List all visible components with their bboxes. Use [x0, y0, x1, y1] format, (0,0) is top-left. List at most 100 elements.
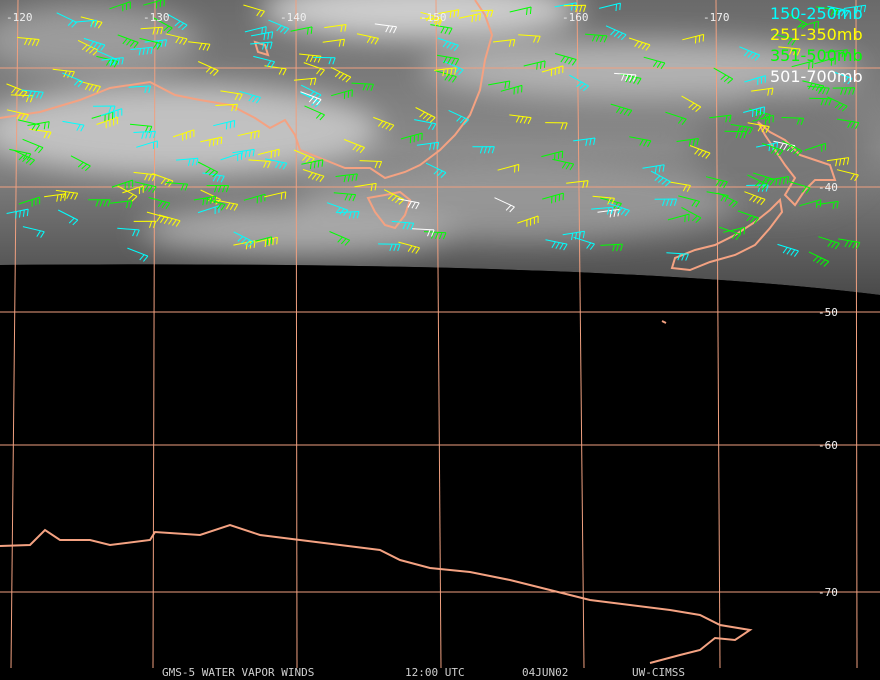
wind-barb	[654, 198, 678, 207]
wind-barb	[202, 172, 225, 183]
wind-barb	[130, 46, 153, 56]
legend-entry: 351-500mb	[770, 46, 863, 65]
wind-barb	[747, 122, 770, 133]
latitude-label: -70	[818, 586, 838, 599]
wind-barb	[70, 155, 91, 172]
wind-barb	[117, 34, 139, 49]
wind-barb	[761, 143, 784, 157]
wind-barb	[300, 84, 322, 101]
wind-barb	[566, 180, 589, 189]
wind-barb	[797, 20, 819, 30]
wind-barb	[592, 195, 615, 205]
wind-barb	[250, 41, 273, 50]
latitude-label: -40	[818, 181, 838, 194]
wind-barb	[774, 33, 797, 46]
wind-barb	[743, 106, 765, 117]
grid-labels: -120 -130 -140 -150 -160 -170 -40 -50 -60 -70	[6, 11, 838, 599]
wind-barb	[753, 172, 775, 186]
wind-barb	[412, 228, 435, 237]
wind-barb	[133, 171, 156, 182]
wind-barb	[74, 19, 97, 28]
wind-barb	[152, 17, 173, 34]
wind-barb	[509, 6, 532, 15]
wind-barb	[827, 5, 850, 18]
wind-barb	[517, 215, 539, 227]
island	[253, 40, 270, 57]
wind-barb	[300, 92, 321, 108]
wind-barb	[232, 148, 255, 159]
wind-barb	[836, 169, 859, 182]
wind-barb	[619, 73, 642, 85]
wind-barb	[523, 60, 546, 70]
wind-barb	[265, 158, 288, 170]
wind-barb	[18, 196, 41, 207]
wind-barb	[435, 70, 457, 83]
wind-barb	[167, 13, 188, 31]
wind-barb	[148, 197, 171, 210]
wind-barb	[128, 85, 151, 94]
wind-barb	[253, 55, 276, 68]
wind-barb	[197, 61, 219, 76]
wind-barb	[752, 114, 774, 125]
legend: 150-250mb 251-350mb 351-500mb 501-700mb	[770, 4, 863, 86]
wind-barb	[791, 60, 814, 70]
wind-barb	[682, 33, 705, 44]
wind-barb	[781, 117, 805, 125]
wind-barb	[585, 33, 608, 43]
wind-barb	[470, 9, 494, 18]
wind-barb	[313, 56, 336, 65]
wind-barb	[430, 24, 453, 35]
wind-barb	[268, 19, 290, 35]
longitude-label: -140	[280, 11, 307, 24]
wind-barb	[197, 161, 219, 178]
wind-barb	[730, 124, 753, 135]
wind-barb	[808, 251, 830, 267]
wind-barb	[220, 152, 242, 162]
wind-barb	[213, 120, 236, 130]
wind-barb	[713, 67, 734, 84]
wind-barb	[816, 6, 839, 17]
longitude-label: -150	[420, 11, 447, 24]
wind-barb	[442, 60, 464, 76]
wind-barb	[14, 150, 35, 166]
wind-barb	[749, 108, 771, 121]
wind-barb	[643, 56, 666, 70]
wind-barb	[598, 2, 621, 12]
footer-text: 12:00 UTC	[405, 666, 465, 679]
wind-barb	[667, 213, 690, 223]
wind-barb	[414, 119, 437, 131]
wind-barb	[825, 49, 848, 58]
wind-barb	[17, 37, 40, 47]
wind-barb	[416, 141, 440, 151]
wind-barb	[299, 53, 322, 63]
wind-barb	[215, 103, 238, 112]
antarctica-coast	[0, 523, 753, 664]
wind-barb	[600, 243, 623, 252]
wind-barb	[243, 4, 265, 18]
wind-barb	[248, 159, 271, 169]
meridian	[435, 0, 442, 669]
wind-barb	[420, 11, 443, 25]
wind-barb	[134, 181, 157, 193]
wind-barb	[329, 231, 351, 246]
wind-barb	[816, 200, 839, 209]
wind-barb	[562, 230, 585, 241]
wind-barb	[497, 163, 520, 173]
wind-barb	[6, 109, 29, 121]
wind-barb	[809, 97, 832, 106]
wind-barb	[158, 214, 181, 227]
tasmania	[366, 190, 412, 230]
wind-barb	[650, 170, 671, 187]
wind-barb	[143, 0, 165, 9]
wind-barb	[220, 90, 243, 101]
legend-entry: 251-350mb	[770, 25, 863, 44]
wind-barb	[111, 179, 134, 190]
wind-barb	[233, 231, 254, 248]
wind-barb	[827, 96, 848, 112]
wind-barb	[391, 220, 415, 230]
wind-barb	[96, 116, 118, 129]
longitude-label: -170	[703, 11, 730, 24]
wind-barb	[83, 37, 106, 51]
wind-barb	[165, 33, 188, 45]
wind-barb	[668, 181, 691, 192]
